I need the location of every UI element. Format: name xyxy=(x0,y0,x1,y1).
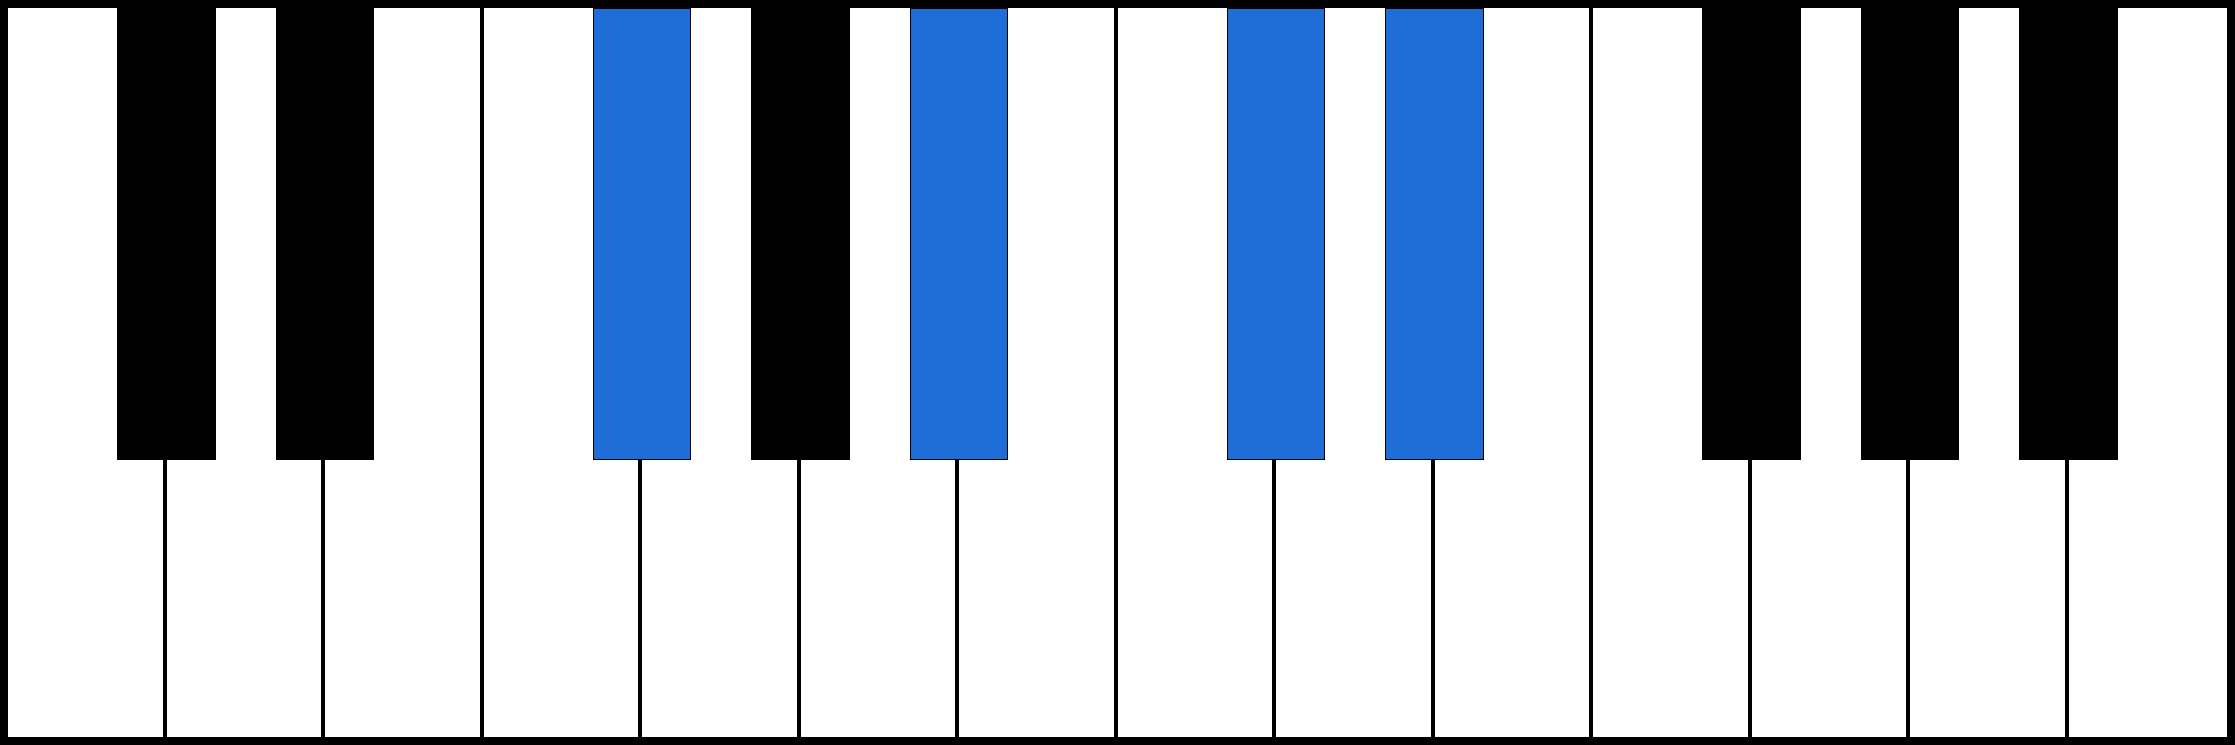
black-key-asharp-4 xyxy=(910,8,1008,460)
black-key-dsharp-1 xyxy=(276,8,374,460)
black-key-dsharp-6 xyxy=(1385,8,1483,460)
piano-keyboard xyxy=(0,0,2235,745)
black-key-csharp-0 xyxy=(117,8,215,460)
black-key-fsharp-7 xyxy=(1702,8,1800,460)
black-key-fsharp-2 xyxy=(593,8,691,460)
black-key-asharp-9 xyxy=(2019,8,2117,460)
black-key-gsharp-8 xyxy=(1861,8,1959,460)
black-key-csharp-5 xyxy=(1227,8,1325,460)
black-key-gsharp-3 xyxy=(751,8,849,460)
